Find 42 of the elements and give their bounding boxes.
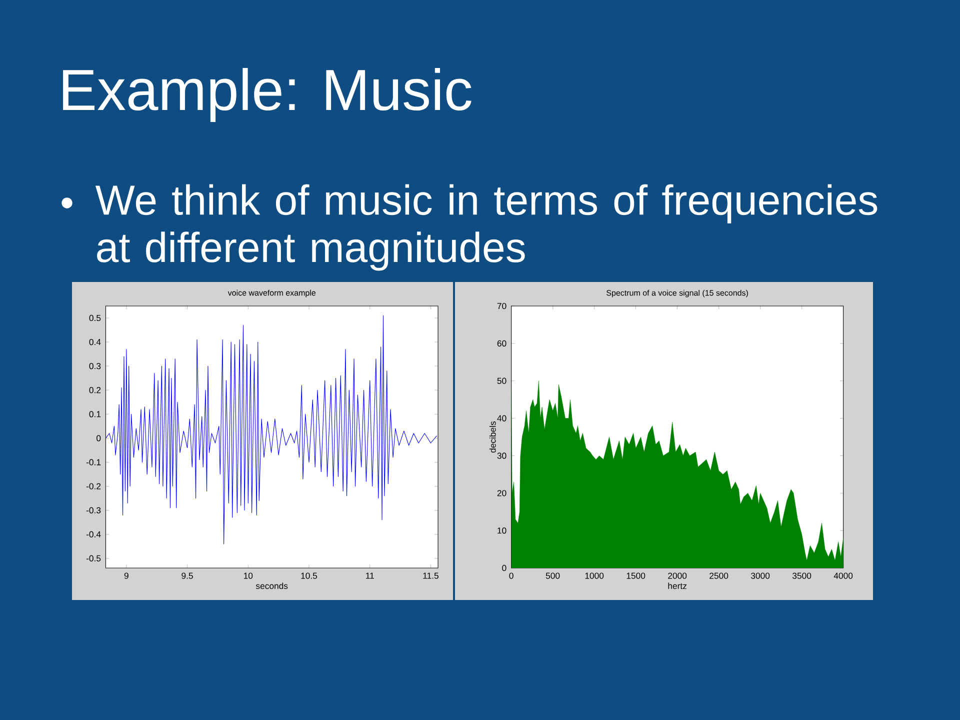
x-tick-label: 11.5 [423,572,438,579]
y-tick-label: 0.4 [89,338,101,346]
y-tick-label: 30 [497,452,506,459]
x-axis-title: seconds [256,582,288,590]
y-tick-label: 0.3 [89,363,101,370]
text: Example: Music [63,68,472,122]
y-tick-label: 10 [498,528,506,534]
x-tick-label: 3000 [751,572,770,579]
y-tick-label: -0.1 [86,459,101,466]
x-tick-label: 9 [124,572,128,579]
x-tick-label: 3500 [792,572,812,579]
y-tick-label: 0 [502,564,506,572]
line-series [106,315,438,544]
chart-title: Spectrum of a voice signal (15 seconds) [606,290,748,298]
x-axis-title: hertz [668,582,686,590]
y-tick-label: 0 [96,435,101,442]
y-tick-label: 0.2 [89,387,101,394]
x-tick-label: 4000 [834,572,853,579]
x-tick-label: 500 [546,572,560,579]
x-tick-label: 1500 [626,572,646,579]
chart-title: voice waveform example [228,290,316,298]
x-tick-label: 10.5 [301,572,318,579]
x-tick-label: 2500 [710,572,728,579]
x-tick-label: 0 [509,572,514,579]
y-tick-label: -0.4 [86,531,101,538]
y-axis-title: decibels [489,421,496,453]
y-tick-label: 0.5 [89,314,101,322]
y-tick-label: 70 [497,302,506,310]
y-tick-label: 20 [497,490,506,496]
y-tick-label: 0.1 [89,411,101,418]
text: We think of music in terms of frequencies at different magnitudes [95,184,878,271]
x-tick-label: 10 [244,572,253,579]
y-tick-label: 60 [497,340,506,346]
x-tick-label: 2000 [668,572,687,579]
y-tick-label: 40 [497,415,506,422]
x-tick-label: 1000 [585,572,604,579]
y-tick-label: -0.5 [86,555,101,562]
y-tick-label: -0.3 [86,507,101,514]
x-tick-label: 11 [366,572,374,579]
y-tick-label: -0.2 [86,483,101,490]
y-tick-label: 50 [497,378,506,384]
x-tick-label: 9.5 [182,572,193,579]
